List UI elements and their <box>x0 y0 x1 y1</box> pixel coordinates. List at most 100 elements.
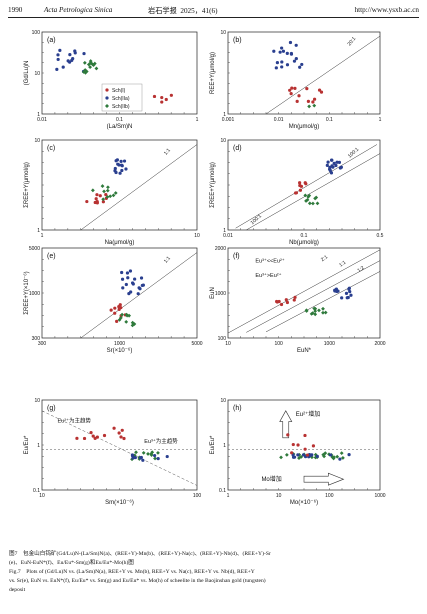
panel-d-ylabel: ΣREE+Y(μmol/g) <box>210 162 216 208</box>
data-point <box>303 447 307 451</box>
data-point <box>285 51 289 55</box>
data-point <box>297 94 301 98</box>
data-point <box>146 452 150 456</box>
data-point <box>111 193 116 198</box>
data-point <box>121 286 125 290</box>
data-point <box>120 277 125 281</box>
x-tick-label: 100 <box>193 493 202 499</box>
data-point <box>289 52 294 56</box>
y-tick-label: 1 <box>37 228 40 234</box>
data-point <box>303 193 308 198</box>
x-tick-label: 1 <box>41 233 44 239</box>
data-point <box>313 312 318 317</box>
journal-name: Acta Petrologica Sinica <box>44 6 113 14</box>
data-point <box>274 66 278 70</box>
y-tick-label: 5000 <box>29 246 40 252</box>
data-point <box>113 306 117 310</box>
data-point <box>315 454 319 458</box>
data-point <box>296 443 300 447</box>
data-point <box>133 455 137 460</box>
panel-d: (d) 0.01 0.1 0.5 1 10 Nb(μmol/g) ΣREE+Y(μmol/g)… <box>210 138 384 246</box>
reference-line-label: 1:1 <box>163 255 172 264</box>
data-point <box>321 310 325 315</box>
legend-label: Sch(IIa) <box>112 96 130 102</box>
reference-line <box>246 153 381 231</box>
caption-cn-line1: 图7 包金山白钨矿(Gd/Lu)N-(La/Sm)N(a)、(REE+Y)-Mn… <box>9 551 271 557</box>
data-point <box>284 452 289 457</box>
panel-h-xlabel: Mo(×10⁻⁶) <box>290 499 318 506</box>
reference-line <box>265 271 381 333</box>
data-point <box>298 181 302 185</box>
legend-marker <box>105 88 109 92</box>
data-point <box>292 59 297 63</box>
data-point <box>160 95 164 100</box>
panel-b-frame <box>227 31 381 115</box>
data-point <box>98 194 102 198</box>
data-point <box>132 453 137 458</box>
data-point <box>86 62 91 67</box>
data-point <box>279 302 284 307</box>
data-point <box>124 312 129 317</box>
data-point <box>322 454 326 459</box>
data-point <box>101 200 105 204</box>
panel-b-letter: (b) <box>233 37 242 44</box>
legend-marker <box>105 96 109 100</box>
data-point <box>306 99 310 103</box>
data-point <box>317 88 322 92</box>
panel-d-xlabel: Nb(μmol/g) <box>289 240 319 246</box>
data-point <box>95 201 99 205</box>
annotation: Eu³⁺为主趋势 <box>144 437 178 445</box>
data-point <box>56 53 60 57</box>
caption-en-line1: Fig.7 Plots of (Gd/Lu)N vs. (La/Sm)N(a),… <box>9 569 255 575</box>
x-tick-label: 0.001 <box>222 117 235 123</box>
data-point <box>119 306 123 310</box>
reference-line <box>227 249 381 334</box>
data-point <box>104 192 108 197</box>
x-tick-label: 100 <box>274 341 283 347</box>
data-point <box>339 451 344 456</box>
running-header: 1990 Acta Petrologica Sinica 岩石学报 2025，4… <box>8 6 419 18</box>
data-point <box>280 60 284 64</box>
data-point <box>312 306 317 311</box>
data-point <box>61 65 65 69</box>
data-point <box>280 65 284 69</box>
panel-g-xlabel: Sm(×10⁻⁶) <box>105 499 134 506</box>
data-point <box>303 433 307 438</box>
data-point <box>294 191 299 195</box>
data-point <box>165 454 169 459</box>
data-point <box>311 201 315 206</box>
data-point <box>305 453 310 457</box>
data-point <box>82 60 87 65</box>
panel-f-letter: (f) <box>233 253 240 260</box>
data-point <box>347 453 351 457</box>
data-point <box>128 269 133 273</box>
data-point <box>338 166 342 170</box>
annotation: Mo增加 <box>261 475 281 483</box>
data-point <box>338 457 342 461</box>
data-point <box>349 293 353 297</box>
reference-line <box>246 260 381 333</box>
data-point <box>298 65 302 69</box>
data-point <box>73 51 77 55</box>
data-point <box>285 300 290 305</box>
data-point <box>340 296 344 300</box>
data-point <box>130 453 135 457</box>
x-tick-label: 0.1 <box>116 117 123 123</box>
x-tick-label: 0.01 <box>37 117 47 123</box>
data-point <box>122 436 126 441</box>
data-point <box>149 453 154 457</box>
data-point <box>124 319 129 324</box>
arrow-right-icon <box>303 472 345 486</box>
data-point <box>132 322 137 326</box>
data-point <box>293 295 297 299</box>
data-point <box>95 193 99 197</box>
legend-label: Sch(IIb) <box>112 104 130 110</box>
y-tick-label: 100 <box>218 336 227 342</box>
data-point <box>314 195 319 200</box>
x-tick-label: 5000 <box>191 341 202 347</box>
x-tick-label: 1000 <box>374 493 385 499</box>
data-point <box>279 455 283 460</box>
x-tick-label: 10 <box>225 341 231 347</box>
data-point <box>305 87 309 91</box>
